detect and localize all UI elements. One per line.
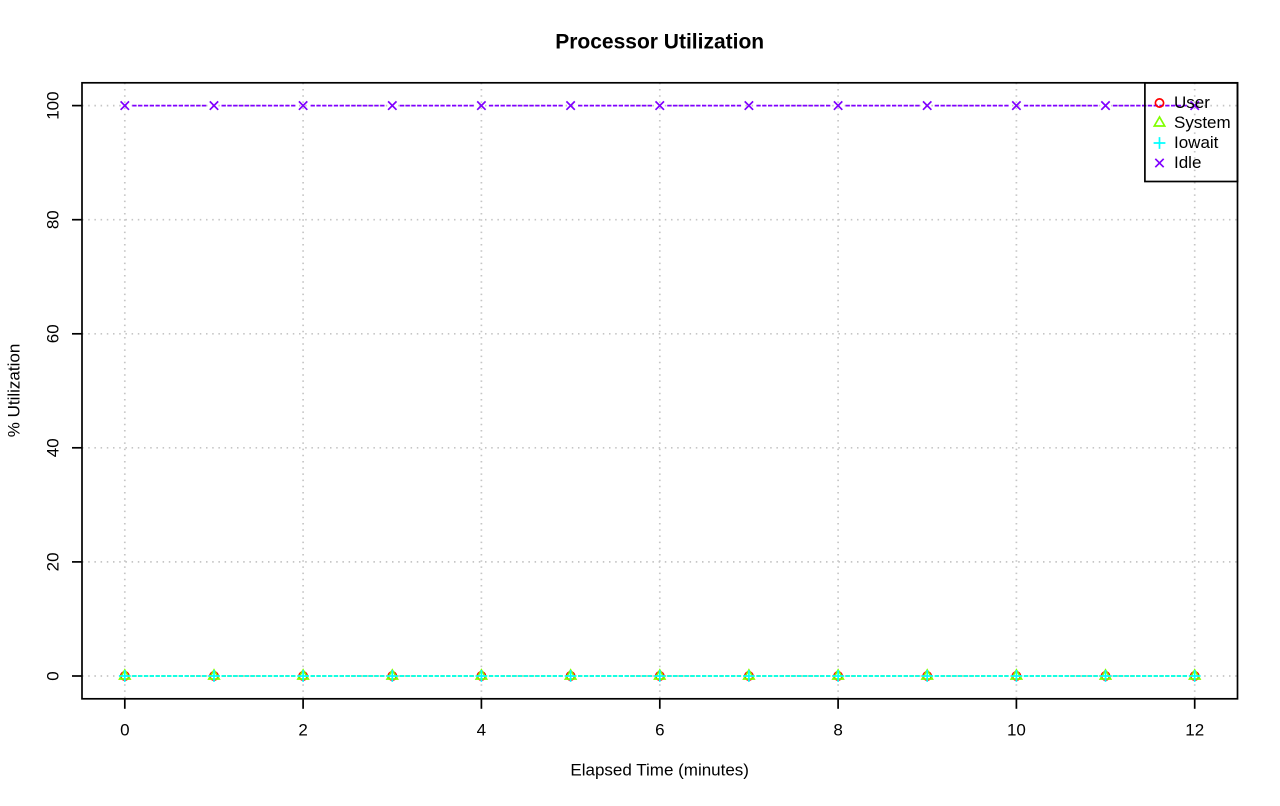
svg-text:40: 40: [44, 438, 63, 457]
svg-text:80: 80: [44, 210, 63, 229]
svg-text:0: 0: [44, 671, 63, 680]
svg-text:2: 2: [298, 720, 307, 739]
svg-text:User: User: [1174, 93, 1210, 112]
svg-text:12: 12: [1185, 720, 1204, 739]
svg-text:Elapsed Time (minutes): Elapsed Time (minutes): [570, 760, 749, 779]
svg-text:100: 100: [44, 91, 63, 119]
svg-text:6: 6: [655, 720, 664, 739]
svg-text:% Utilization: % Utilization: [5, 344, 24, 438]
svg-text:Processor Utilization: Processor Utilization: [555, 30, 764, 53]
svg-text:System: System: [1174, 113, 1231, 132]
svg-text:0: 0: [120, 720, 129, 739]
svg-text:60: 60: [44, 324, 63, 343]
svg-text:8: 8: [833, 720, 842, 739]
svg-text:Idle: Idle: [1174, 153, 1201, 172]
svg-text:10: 10: [1007, 720, 1026, 739]
svg-text:4: 4: [477, 720, 486, 739]
svg-text:20: 20: [44, 552, 63, 571]
svg-text:Iowait: Iowait: [1174, 133, 1219, 152]
